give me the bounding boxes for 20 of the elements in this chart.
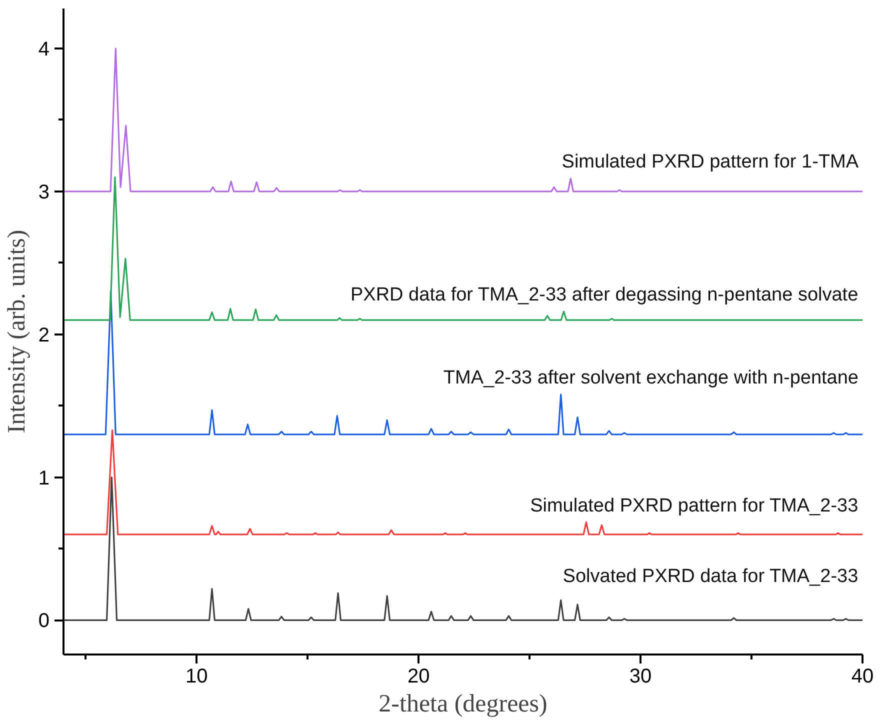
series-label: Solvated PXRD data for TMA_2-33 bbox=[562, 566, 858, 588]
series-label: Simulated PXRD pattern for 1-TMA bbox=[562, 152, 859, 173]
line-series bbox=[64, 476, 862, 621]
line-series bbox=[64, 429, 862, 536]
text: TMA_2-33 after solvent exchange with n-pentane bbox=[443, 367, 858, 388]
line-series bbox=[64, 176, 862, 321]
x-tick-label: 40 bbox=[851, 666, 874, 688]
y-tick-label: 3 bbox=[38, 181, 50, 204]
series-label: PXRD data for TMA_2-33 after degassing n-pentane solvate bbox=[350, 284, 858, 306]
series-label: Simulated PXRD pattern for TMA_2-33 bbox=[530, 495, 858, 516]
line-series bbox=[64, 48, 862, 192]
y-tick-label: 0 bbox=[38, 610, 50, 632]
y-axis-title: Intensity (arb. units) bbox=[3, 230, 30, 434]
y-tick-label: 1 bbox=[38, 467, 50, 490]
x-tick-label: 20 bbox=[407, 666, 430, 688]
x-axis-title: 2-theta (degrees) bbox=[378, 690, 548, 718]
x-tick-label: 30 bbox=[629, 666, 652, 688]
y-tick-label: 4 bbox=[38, 38, 50, 61]
y-tick-label: 2 bbox=[38, 324, 50, 346]
x-tick-label: 10 bbox=[186, 666, 208, 688]
